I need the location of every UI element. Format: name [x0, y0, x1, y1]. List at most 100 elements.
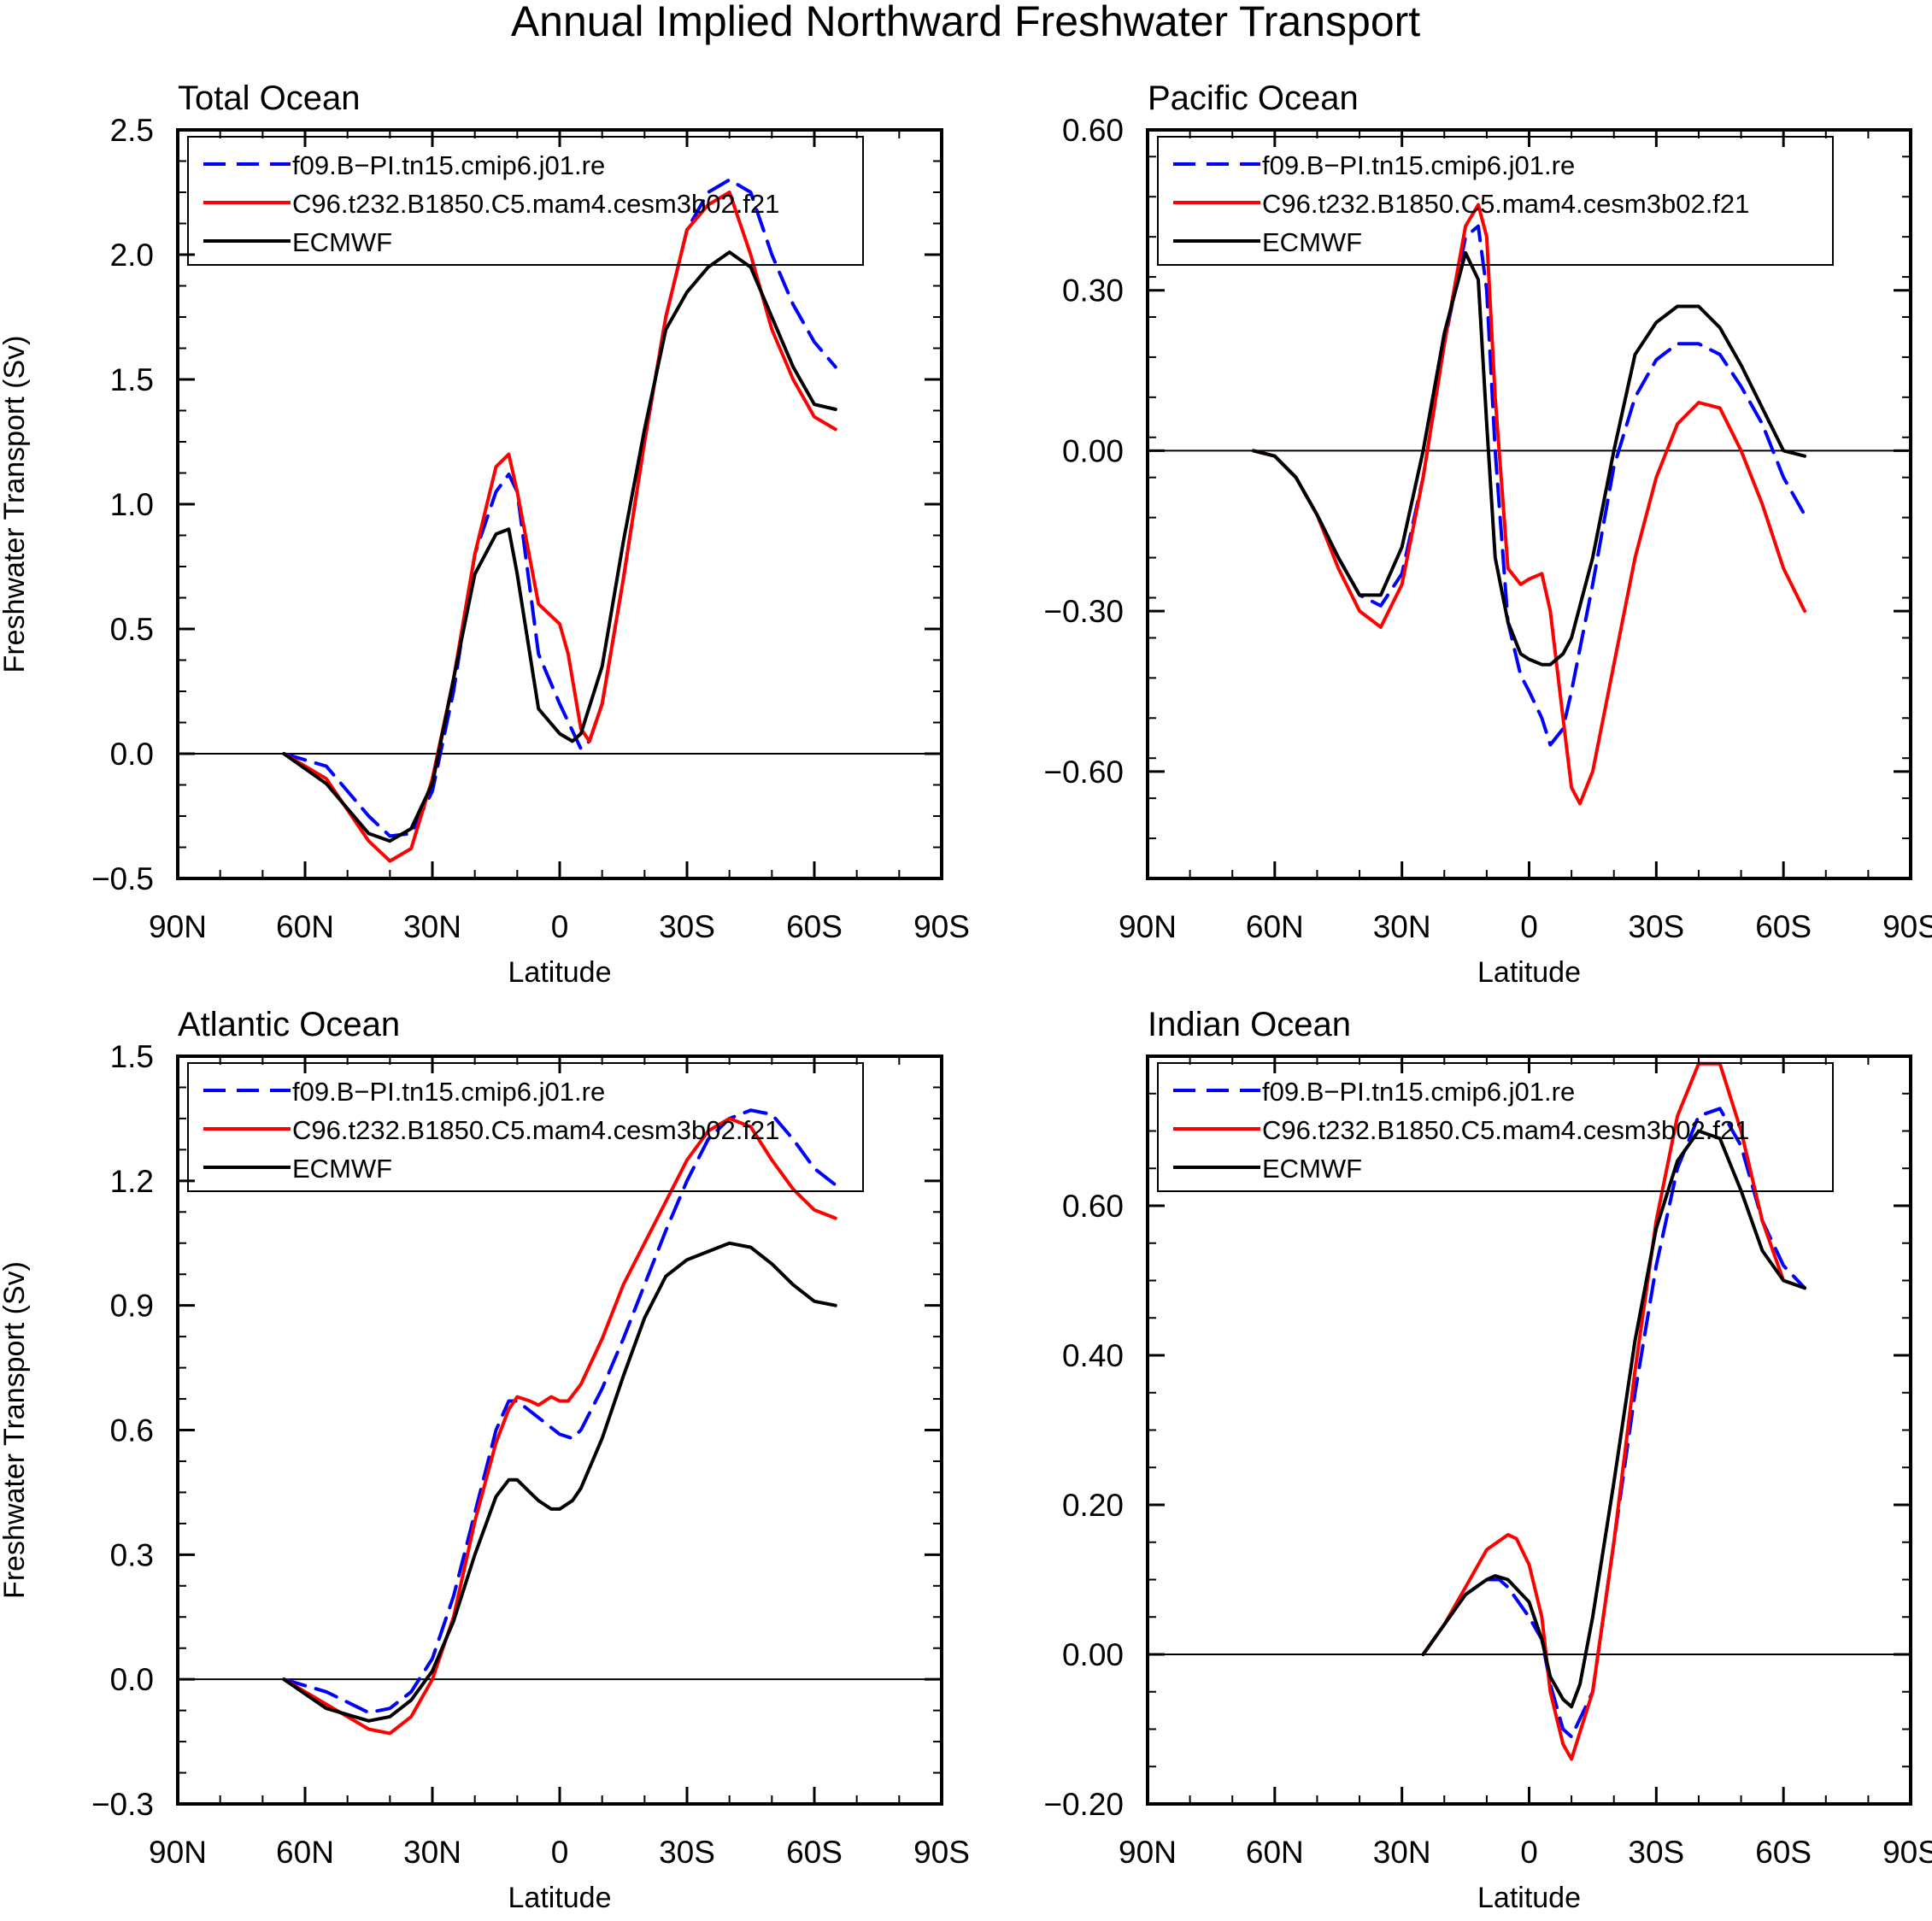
x-tick-label: 30S	[659, 1835, 715, 1870]
legend-label: C96.t232.B1850.C5.mam4.cesm3b02.f21	[292, 1115, 779, 1145]
y-tick-label: 0.00	[1062, 433, 1124, 468]
x-tick-label: 90S	[913, 1835, 970, 1870]
y-tick-label: 0.3	[110, 1537, 154, 1572]
x-tick-label: 60S	[786, 1835, 843, 1870]
series-line-black	[282, 250, 837, 843]
x-tick-label: 0	[1520, 909, 1538, 944]
series-line-blue	[282, 178, 837, 838]
y-axis-label: Freshwater Transport (Sv)	[0, 1261, 31, 1599]
x-tick-label: 90N	[149, 909, 207, 944]
x-tick-label: 60N	[1246, 1835, 1304, 1870]
x-tick-label: 30N	[1373, 909, 1431, 944]
series-line-red	[1252, 203, 1806, 806]
y-tick-label: 0.5	[110, 612, 154, 647]
x-tick-label: 30N	[403, 909, 461, 944]
legend-label: f09.B−PI.tn15.cmip6.j01.re	[1262, 1077, 1575, 1107]
y-axis-label: Freshwater Transport (Sv)	[0, 336, 31, 673]
y-tick-label: −0.30	[1043, 594, 1124, 629]
x-tick-label: 30N	[1373, 1835, 1431, 1870]
x-tick-label: 30S	[1628, 909, 1684, 944]
y-tick-label: −0.5	[91, 861, 154, 896]
series-line-red	[1421, 1061, 1806, 1761]
y-tick-label: 1.5	[110, 362, 154, 397]
y-tick-label: 0.00	[1062, 1637, 1124, 1672]
series-line-red	[282, 1116, 837, 1736]
legend-label: ECMWF	[292, 1154, 392, 1184]
x-axis-label: Latitude	[1477, 956, 1581, 989]
legend-label: f09.B−PI.tn15.cmip6.j01.re	[292, 150, 605, 180]
x-tick-label: 30S	[659, 909, 715, 944]
y-tick-label: 1.5	[110, 1039, 154, 1074]
panel-total-ocean: −0.5 0.0 0.5 1.0 1.5 2.0 2.5 90N 60N 30N 0 30S 60S 90…	[0, 79, 970, 989]
y-tick-label: 0.9	[110, 1289, 154, 1324]
plot-frame	[1146, 1054, 1912, 1806]
panel-pacific-ocean: −0.60 −0.30 0.00 0.30 0.60 90N 60N 30N 0 30S 60S 90…	[1043, 79, 1932, 989]
y-tick-label: 2.0	[110, 238, 154, 273]
panel-title: Indian Ocean	[1148, 1006, 1351, 1043]
y-tick-label: 0.20	[1062, 1488, 1124, 1523]
x-tick-label: 60S	[1755, 909, 1812, 944]
x-tick-label: 90N	[1119, 909, 1177, 944]
y-tick-label: 0.40	[1062, 1338, 1124, 1373]
series-line-blue	[1421, 1107, 1806, 1739]
x-tick-label: 0	[551, 909, 569, 944]
series-line-black	[282, 1241, 837, 1723]
panel-title: Total Ocean	[178, 79, 360, 117]
plot-frame	[176, 1054, 943, 1806]
legend-label: f09.B−PI.tn15.cmip6.j01.re	[292, 1077, 605, 1107]
legend-box	[1157, 136, 1834, 266]
x-tick-label: 90N	[1119, 1835, 1177, 1870]
y-tick-label: −0.3	[91, 1787, 154, 1822]
legend-label: C96.t232.B1850.C5.mam4.cesm3b02.f21	[1262, 1115, 1749, 1145]
figure-title: Annual Implied Northward Freshwater Tran…	[511, 0, 1420, 45]
series-line-red	[282, 191, 837, 863]
legend-label: C96.t232.B1850.C5.mam4.cesm3b02.f21	[292, 189, 779, 219]
panel-atlantic-ocean: −0.3 0.0 0.3 0.6 0.9 1.2 1.5 90N 60N 30N 0 30S 60S 90…	[0, 1006, 970, 1914]
x-tick-label: 90S	[913, 909, 970, 944]
plot-frame	[1146, 128, 1912, 880]
x-tick-label: 30N	[403, 1835, 461, 1870]
x-tick-label: 90S	[1882, 909, 1932, 944]
x-tick-label: 0	[1520, 1835, 1538, 1870]
y-tick-label: 0.0	[110, 1662, 154, 1697]
y-tick-label: 1.2	[110, 1164, 154, 1199]
panel-title: Atlantic Ocean	[178, 1006, 400, 1043]
y-tick-label: 0.60	[1062, 1189, 1124, 1224]
y-tick-label: −0.60	[1043, 755, 1124, 790]
x-tick-label: 0	[551, 1835, 569, 1870]
x-tick-label: 60N	[276, 909, 334, 944]
legend-label: ECMWF	[1262, 227, 1362, 257]
y-tick-label: 0.6	[110, 1413, 154, 1448]
series-line-black	[1421, 1129, 1806, 1709]
legend-box	[187, 1062, 864, 1192]
x-tick-label: 90S	[1882, 1835, 1932, 1870]
legend-label: C96.t232.B1850.C5.mam4.cesm3b02.f21	[1262, 189, 1749, 219]
legend-label: ECMWF	[292, 227, 392, 257]
plot-frame	[176, 128, 943, 880]
panel-indian-ocean: −0.20 0.00 0.20 0.40 0.60 90N 60N 30N 0 30S 60S 90S…	[1043, 1006, 1932, 1914]
x-tick-label: 90N	[149, 1835, 207, 1870]
x-tick-label: 30S	[1628, 1835, 1684, 1870]
x-tick-label: 60N	[1246, 909, 1304, 944]
y-tick-label: 0.30	[1062, 273, 1124, 308]
x-tick-label: 60S	[786, 909, 843, 944]
y-tick-label: −0.20	[1043, 1787, 1124, 1822]
x-axis-label: Latitude	[508, 1882, 612, 1914]
legend-label: f09.B−PI.tn15.cmip6.j01.re	[1262, 150, 1575, 180]
legend-box	[187, 136, 864, 266]
legend-box	[1157, 1062, 1834, 1192]
x-tick-label: 60S	[1755, 1835, 1812, 1870]
y-tick-label: 0.60	[1062, 113, 1124, 148]
legend-label: ECMWF	[1262, 1154, 1362, 1184]
x-tick-label: 60N	[276, 1835, 334, 1870]
y-tick-label: 1.0	[110, 487, 154, 522]
x-axis-label: Latitude	[508, 956, 612, 989]
series-line-blue	[1252, 224, 1806, 747]
y-tick-label: 0.0	[110, 737, 154, 772]
y-tick-label: 2.5	[110, 113, 154, 148]
series-line-black	[1252, 250, 1806, 667]
x-axis-label: Latitude	[1477, 1882, 1581, 1914]
panel-title: Pacific Ocean	[1148, 79, 1359, 117]
series-line-blue	[282, 1108, 837, 1715]
